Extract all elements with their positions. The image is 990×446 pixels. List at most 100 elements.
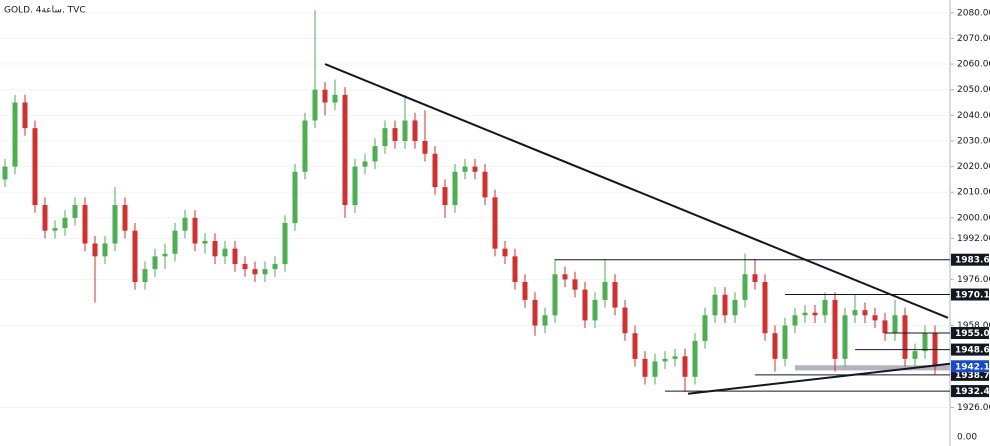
candle-body [202,240,208,244]
price-badge-label: 1932.42 [955,387,990,397]
candle-body [2,166,8,180]
candle-body [302,120,308,172]
candle-body [562,274,568,280]
y-tick-label: 2000.00 [957,213,990,223]
zone [795,365,950,371]
candle-body [132,230,138,282]
candle-body [752,274,758,282]
candle-body [542,315,548,326]
y-tick-label: 1992.00 [957,234,990,244]
candle-body [792,315,798,326]
candle-body [892,315,898,334]
candle-body [662,358,668,362]
candle-body [482,171,488,198]
price-badge [951,360,989,373]
y-tick-label: 2010.00 [957,188,990,198]
candle-body [922,333,928,352]
candle-body [12,102,18,167]
price-badge [951,253,989,266]
candle-body [862,310,868,316]
candle-body [412,120,418,141]
candle-body [452,171,458,206]
candle-body [762,281,768,334]
candle-body [392,128,398,141]
candle-body [532,299,538,326]
candle-body [372,146,378,162]
candle-body [82,205,88,244]
y-tick-label: 1958.00 [957,321,990,331]
candle-body [352,166,358,206]
axis-footer: 0.00 [957,433,977,443]
candle-body [92,243,98,257]
candle-body [632,333,638,359]
candle-body [102,243,108,257]
y-tick-label: 2070.00 [957,34,990,44]
candle-body [42,205,48,231]
candle-body [342,94,348,206]
candle-body [592,299,598,321]
candle-body [692,340,698,377]
candle-body [842,315,848,359]
y-tick-label: 2040.00 [957,111,990,121]
price-badge-label: 1938.76 [955,371,990,381]
candle-body [162,253,168,257]
candle-body [312,89,318,121]
candle-body [422,140,428,154]
price-badge [951,327,989,340]
candle-body [112,205,118,244]
candle-body [402,120,408,141]
candle-body [472,166,478,172]
candle-body [802,312,808,316]
candle-body [522,281,528,300]
candle-body [912,351,918,359]
candle-body [322,89,328,103]
candle-body [702,315,708,341]
candle-body [182,217,188,231]
candle-body [512,256,518,282]
candle-body [552,274,558,316]
y-tick-label: 2030.00 [957,136,990,146]
candle-body [492,197,498,249]
price-badge-label: 1942.11 [955,362,990,372]
candle-body [782,325,788,359]
candle-body [332,94,338,103]
candle-body [602,281,608,300]
candle-body [192,217,198,244]
candle-body [872,315,878,321]
candle-body [622,307,628,334]
price-badge [951,385,989,398]
candle-body [642,358,648,377]
trendline [324,63,949,319]
candle-body [882,320,888,334]
candle-body [772,333,778,359]
candle-body [652,361,658,377]
candle-body [812,312,818,316]
candle-body [252,269,258,275]
candle-body [582,289,588,321]
chart-title: GOLD, 4ساعة, TVC [4,6,86,16]
candle-body [32,128,38,206]
candle-body [242,264,248,270]
candle-body [122,205,128,231]
price-badge-label: 1983.68 [955,256,990,266]
candle-body [432,153,438,188]
candle-body [902,315,908,359]
trendline [687,362,951,395]
candle-body [382,128,388,147]
candle-body [222,248,228,257]
candle-body [282,223,288,265]
candle-body [142,269,148,282]
candle-body [152,256,158,270]
price-badge [951,343,989,356]
price-badge-label: 1955.08 [955,329,990,339]
candle-body [732,299,738,316]
candle-body [272,264,278,270]
candle-body [852,310,858,316]
candle-body [462,166,468,172]
candle-body [262,269,268,275]
candle-body [502,248,508,257]
candle-body [742,274,748,300]
price-badge-label: 1970.10 [955,291,990,301]
candle-body [442,187,448,206]
